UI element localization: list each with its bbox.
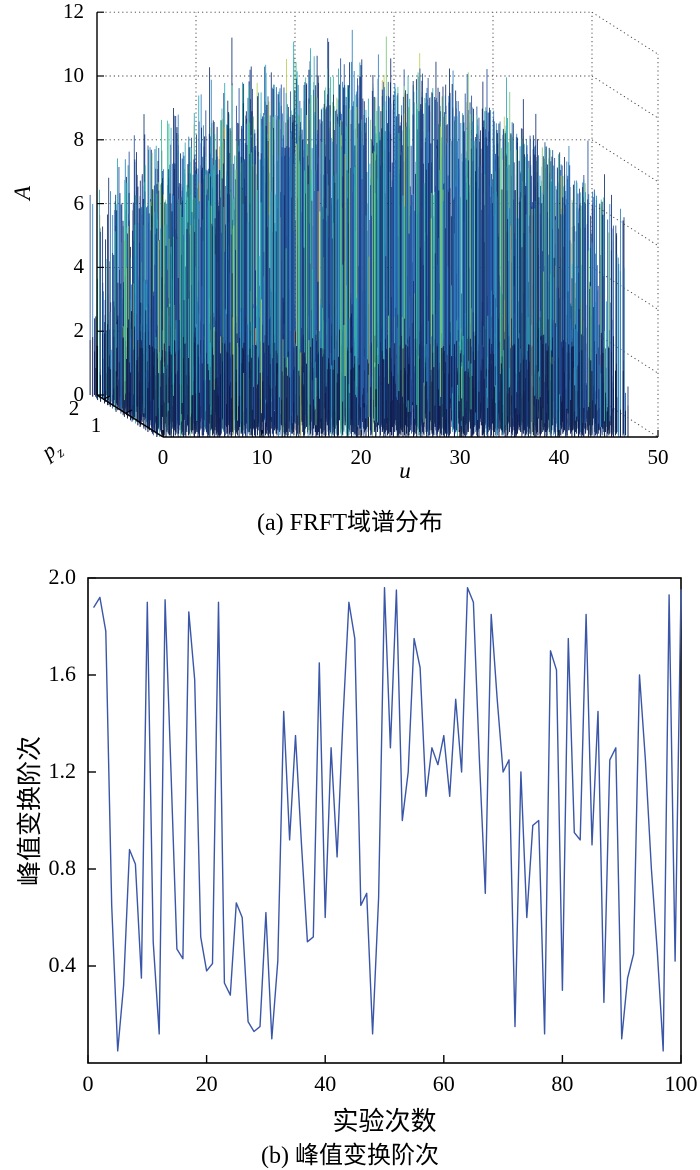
line-chart-svg	[87, 577, 682, 1064]
b-plot-y-tick-label: 1.2	[48, 758, 77, 783]
b-plot-x-tick-label: 0	[82, 1071, 94, 1096]
3d-spike-canvas	[0, 0, 700, 500]
b-plot-x-tick-label: 60	[432, 1071, 455, 1096]
b-plot-x-tick-label: 20	[195, 1071, 218, 1096]
b-plot-x-tick-label: 40	[314, 1071, 337, 1096]
a-plot-x-tick-label: 30	[449, 445, 471, 469]
b-plot-y-tick-label: 0.8	[48, 855, 77, 880]
a-plot-y-tick-label: 2	[73, 318, 85, 343]
peak-order-line-plot: 峰值变换阶次 实验次数 (b) 峰值变换阶次 0.4 0.8 1.2 1.6 2.0 0 2…	[0, 545, 700, 1169]
b-plot-x-tick-label: 100	[664, 1071, 698, 1096]
a-plot-z-tick-label: 2	[68, 396, 80, 420]
a-plot-x-tick-label: 10	[251, 445, 273, 469]
a-plot-y-tick-label: 8	[73, 126, 85, 151]
caption-b: (b) 峰值变换阶次	[261, 1143, 439, 1169]
a-plot-y-tick-label: 12	[63, 0, 84, 24]
b-plot-y-tick-label: 1.6	[48, 661, 77, 686]
a-plot-x-tick-label: 20	[350, 445, 372, 469]
plot-frame	[87, 577, 682, 1064]
x-axis-label-u: u	[399, 458, 411, 483]
a-plot-y-tick-label: 10	[63, 63, 84, 87]
frft-spectrum-3d-plot: A u pz (a) FRFT域谱分布 0 2 4 6 8 10 12 0 10 20 30 40 50…	[0, 0, 700, 545]
x-axis-label-experiments: 实验次数	[332, 1107, 437, 1136]
a-plot-y-tick-label: 6	[73, 190, 85, 215]
a-plot-y-tick-label: 4	[73, 254, 85, 279]
a-plot-x-tick-label: 0	[157, 445, 169, 469]
a-plot-x-tick-label: 40	[548, 445, 570, 469]
a-plot-z-tick-label: 1	[90, 413, 102, 437]
a-plot-y-tick-label: 0	[73, 382, 85, 406]
b-plot-y-tick-label: 2.0	[48, 564, 77, 589]
peak-order-series	[93, 587, 682, 1052]
b-plot-x-tick-label: 80	[551, 1071, 574, 1096]
b-plot-y-tick-label: 0.4	[48, 952, 77, 977]
caption-a: (a) FRFT域谱分布	[257, 510, 443, 536]
a-plot-x-tick-label: 50	[647, 445, 669, 469]
y-axis-label-A: A	[10, 185, 36, 201]
axis-ticks	[87, 577, 682, 1063]
